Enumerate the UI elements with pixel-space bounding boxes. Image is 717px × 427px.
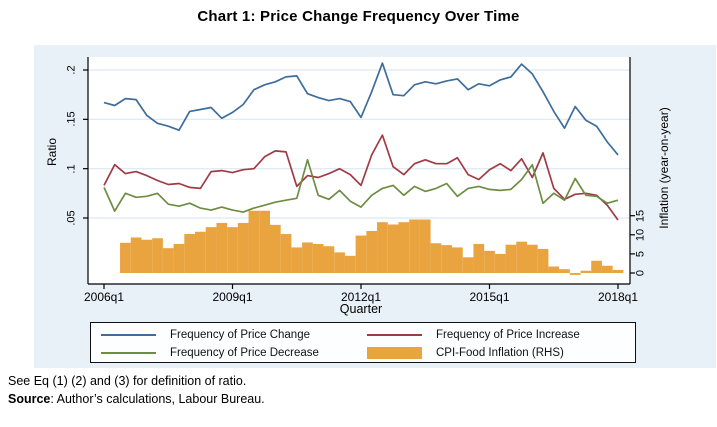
- legend-item-price-change: Frequency of Price Change: [91, 326, 357, 344]
- footnote-source-label: Source: [8, 392, 51, 406]
- legend: Frequency of Price Change Frequency of P…: [90, 322, 636, 363]
- x-axis-tick-label: 2018q1: [597, 290, 639, 304]
- legend-bar-swatch-cpi: [367, 347, 422, 359]
- right-axis-tick-label: 10: [634, 228, 647, 241]
- footnote-source: Source: Author’s calculations, Labour Bu…: [8, 392, 265, 406]
- legend-line-swatch-price-increase: [367, 334, 422, 336]
- legend-line-swatch-price-decrease: [101, 352, 156, 354]
- footnote-source-text: : Author’s calculations, Labour Bureau.: [50, 392, 265, 406]
- figure-area: [34, 45, 716, 368]
- legend-label-price-change: Frequency of Price Change: [170, 329, 310, 341]
- legend-label-price-decrease: Frequency of Price Decrease: [170, 347, 319, 359]
- legend-label-price-increase: Frequency of Price Increase: [436, 329, 580, 341]
- x-axis-title: Quarter: [339, 302, 383, 316]
- x-axis-tick-label: 2006q1: [83, 290, 125, 304]
- legend-item-cpi-food-inflation: CPI-Food Inflation (RHS): [357, 344, 564, 362]
- right-axis-tick-label: 5: [634, 250, 647, 257]
- left-axis-title: Ratio: [45, 137, 59, 167]
- chart-title: Chart 1: Price Change Frequency Over Tim…: [197, 8, 520, 25]
- legend-row: Frequency of Price Change Frequency of P…: [91, 326, 635, 344]
- legend-label-cpi: CPI-Food Inflation (RHS): [436, 347, 564, 359]
- left-axis-tick-label: .15: [65, 111, 78, 127]
- right-axis-tick-label: 15: [634, 209, 647, 222]
- legend-item-price-increase: Frequency of Price Increase: [357, 326, 580, 344]
- right-axis-tick-label: 0: [634, 269, 647, 277]
- x-axis-tick-label: 2009q1: [212, 290, 253, 304]
- legend-item-price-decrease: Frequency of Price Decrease: [91, 344, 357, 362]
- legend-line-swatch-price-change: [101, 334, 156, 336]
- left-axis-tick-label: .05: [65, 210, 78, 226]
- right-axis-title: Inflation (year-on-year): [657, 107, 671, 229]
- x-axis-tick-label: 2012q1: [340, 290, 382, 304]
- footnote-definition: See Eq (1) (2) and (3) for definition of…: [8, 374, 247, 388]
- left-axis-tick-label: .2: [65, 65, 78, 75]
- legend-row: Frequency of Price Decrease CPI-Food Inf…: [91, 344, 635, 362]
- left-axis-tick-label: .1: [65, 164, 78, 174]
- x-axis-tick-label: 2015q1: [469, 290, 510, 304]
